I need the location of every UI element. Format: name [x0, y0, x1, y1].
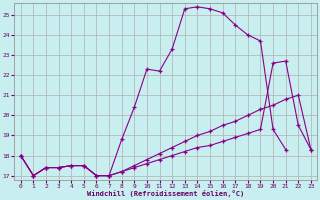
X-axis label: Windchill (Refroidissement éolien,°C): Windchill (Refroidissement éolien,°C) — [87, 190, 244, 197]
